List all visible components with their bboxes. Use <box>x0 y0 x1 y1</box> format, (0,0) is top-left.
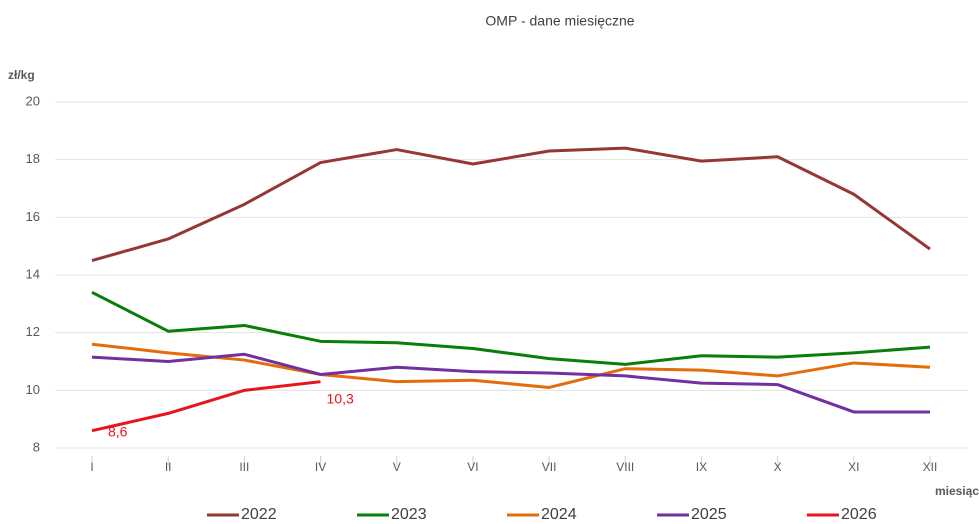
legend-label: 2022 <box>241 506 277 523</box>
legend-label: 2024 <box>541 506 577 523</box>
x-tick-label: V <box>393 460 401 474</box>
series-line <box>91 146 931 263</box>
y-tick-label: 8 <box>33 439 40 454</box>
series-line <box>91 380 321 433</box>
series-line <box>91 290 931 366</box>
legend-label: 2025 <box>691 506 727 523</box>
series-line <box>91 342 931 389</box>
legend-label: 2023 <box>391 506 427 523</box>
x-tick-label: I <box>90 460 93 474</box>
x-tick-label: VIII <box>616 460 634 474</box>
x-tick-label: XII <box>923 460 938 474</box>
x-tick-label: X <box>774 460 782 474</box>
legend-label: 2026 <box>841 506 877 523</box>
x-tick-label: IV <box>315 460 326 474</box>
y-axis-label: zł/kg <box>8 68 35 82</box>
x-tick-label: II <box>165 460 172 474</box>
y-tick-label: 10 <box>26 382 40 397</box>
series-line <box>91 352 930 414</box>
y-tick-label: 16 <box>26 209 40 224</box>
x-tick-label: IX <box>696 460 707 474</box>
y-tick-label: 18 <box>26 151 40 166</box>
data-label: 8,6 <box>108 423 128 439</box>
x-tick-label: VII <box>542 460 557 474</box>
y-tick-label: 12 <box>26 324 40 339</box>
data-label: 10,3 <box>327 390 354 406</box>
x-tick-label: VI <box>467 460 478 474</box>
x-axis-label: miesiąc <box>935 484 979 498</box>
chart-title: OMP - dane miesięczne <box>485 13 634 29</box>
x-tick-label: XI <box>848 460 859 474</box>
y-tick-label: 14 <box>26 266 40 281</box>
y-tick-label: 20 <box>26 93 40 108</box>
x-tick-label: III <box>239 460 249 474</box>
